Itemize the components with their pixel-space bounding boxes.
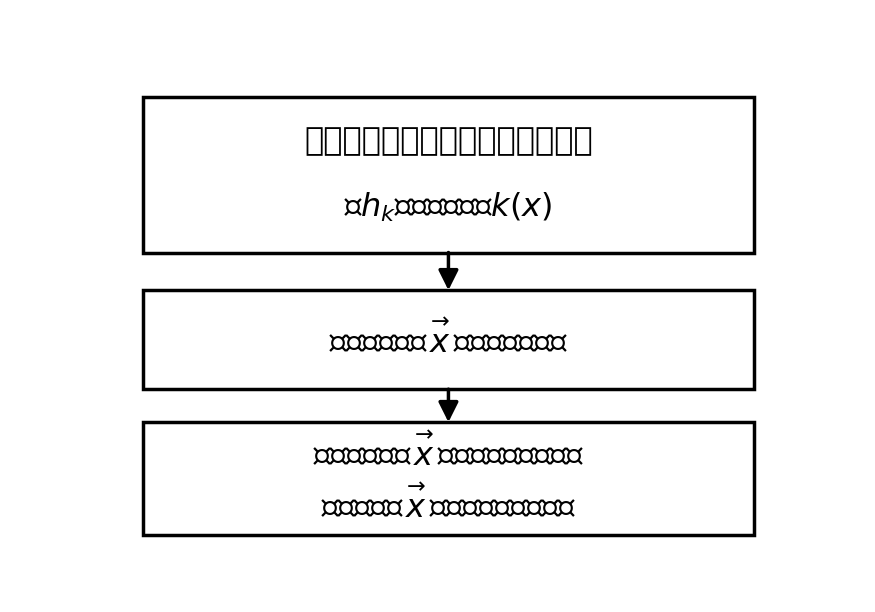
- Text: 定待诊样本$\overset{\rightarrow}{x}$对应的滚动轴承状态: 定待诊样本$\overset{\rightarrow}{x}$对应的滚动轴承状态: [321, 484, 576, 525]
- FancyBboxPatch shape: [144, 422, 753, 536]
- Text: 根据待诊样本$\overset{\rightarrow}{x}$最大的类别属性，确: 根据待诊样本$\overset{\rightarrow}{x}$最大的类别属性，…: [313, 433, 584, 473]
- Text: 分别计算约简后训练样本的最优带: 分别计算约简后训练样本的最优带: [304, 126, 593, 157]
- Text: 宽$h_k$和高斯核函数$k(x)$: 宽$h_k$和高斯核函数$k(x)$: [344, 191, 553, 225]
- FancyBboxPatch shape: [144, 97, 753, 253]
- FancyBboxPatch shape: [144, 290, 753, 389]
- Text: 计算待诊样本$\overset{\rightarrow}{x}$的所有类别属性: 计算待诊样本$\overset{\rightarrow}{x}$的所有类别属性: [329, 319, 568, 360]
